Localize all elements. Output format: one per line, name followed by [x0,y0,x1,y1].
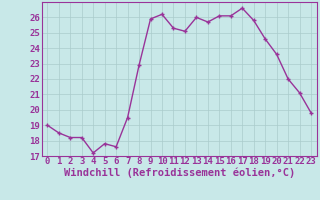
X-axis label: Windchill (Refroidissement éolien,°C): Windchill (Refroidissement éolien,°C) [64,168,295,178]
